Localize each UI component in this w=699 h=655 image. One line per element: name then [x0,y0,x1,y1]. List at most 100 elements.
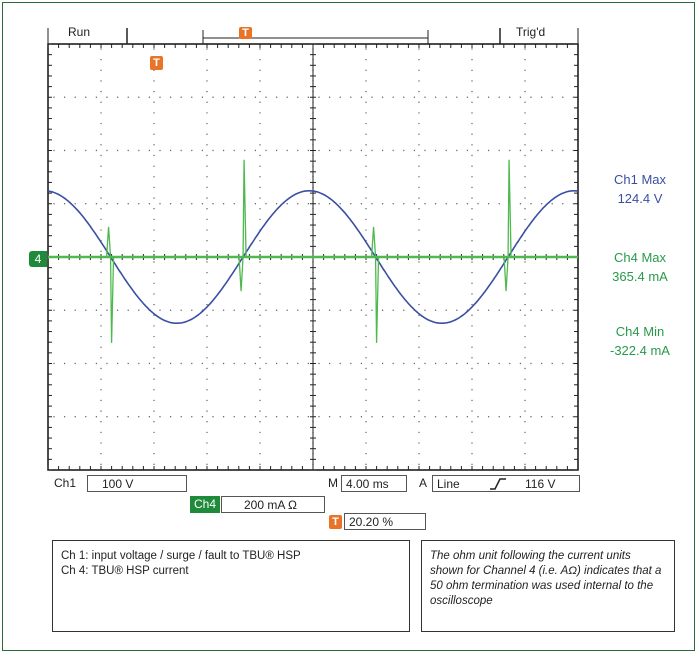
grid-dot [116,362,119,365]
grid-dot [471,250,473,253]
grid-dot [95,362,98,365]
grid-dot [365,325,367,327]
grid-dot [265,203,267,205]
grid-dot [100,346,102,348]
grid-dot [471,453,473,455]
grid-dot [53,96,55,98]
grid-dot [434,309,437,311]
grid-dot [259,208,261,210]
grid-dot [100,154,102,157]
grid-dot [524,293,526,295]
grid-dot [244,362,246,365]
grid-dot [471,229,473,231]
ch1-max-value: 124.4 V [617,191,663,206]
grid-dot [153,122,155,125]
grid-dot [259,133,261,135]
grid-dot [418,48,420,50]
grid-dot [487,149,490,152]
grid-dot [169,362,172,365]
grid-dot [275,149,278,152]
grid-dot [100,229,102,231]
grid-dot [471,58,473,61]
ch4-label: Ch4 [190,496,220,513]
grid-dot [524,48,526,50]
grid-dot [148,96,151,98]
grid-dot [498,362,500,365]
grid-dot [222,149,225,152]
grid-dot [365,421,367,423]
grid-dot [471,69,473,72]
grid-dot [153,112,155,114]
grid-dot [466,416,469,418]
grid-dot [138,149,140,152]
grid-dot [259,58,261,61]
grid-dot [487,416,490,418]
grid-dot [100,378,102,380]
grid-dot [206,261,208,263]
grid-dot [487,309,490,311]
grid-dot [138,416,140,418]
grid-dot [222,416,225,418]
grid-dot [153,399,155,402]
grid-dot [254,309,257,311]
grid-dot [418,165,420,167]
grid-dot [100,293,102,295]
grid-dot [206,240,208,242]
grid-dot [297,149,299,152]
grid-dot [297,416,299,418]
grid-dot [381,203,384,205]
grid-dot [100,90,102,93]
grid-dot [540,362,543,365]
grid-dot [153,410,155,412]
grid-dot [100,335,102,338]
grid-dot [434,416,437,418]
grid-dot [206,58,208,61]
grid-dot [519,96,522,98]
grid-dot [169,203,172,205]
grid-dot [206,314,208,316]
grid-dot [153,229,155,231]
grid-dot [530,149,532,152]
grid-dot [471,101,473,103]
grid-dot [275,309,278,311]
grid-dot [259,271,261,274]
grid-dot [524,335,526,338]
grid-dot [572,149,575,152]
grid-dot [153,442,155,444]
grid-dot [286,96,288,98]
grid-dot [524,314,526,316]
grid-dot [524,58,526,61]
grid-dot [259,176,261,178]
grid-dot [127,362,129,365]
grid-dot [100,399,102,402]
grid-dot [286,203,288,205]
grid-dot [233,203,235,205]
grid-dot [100,410,102,412]
grid-dot [418,282,420,284]
ohm-note-text: The ohm unit following the current units… [430,550,662,607]
grid-dot [153,261,155,263]
grid-dot [456,203,458,205]
grid-dot [180,96,182,98]
grid-dot [418,218,420,221]
grid-dot [471,90,473,93]
grid-dot [116,149,119,152]
grid-dot [477,416,479,418]
grid-dot [466,96,469,98]
grid-dot [212,416,214,418]
grid-dot [471,399,473,402]
grid-dot [191,309,193,311]
grid-dot [524,208,526,210]
grid-dot [180,416,182,418]
grid-dot [201,149,204,152]
grid-dot [403,309,405,311]
grid-dot [286,362,288,365]
grid-dot [53,203,55,205]
grid-dot [206,367,208,370]
grid-dot [206,80,208,82]
grid-dot [524,303,526,306]
grid-dot [572,416,575,418]
grid-dot [418,389,420,391]
grid-dot [153,453,155,455]
